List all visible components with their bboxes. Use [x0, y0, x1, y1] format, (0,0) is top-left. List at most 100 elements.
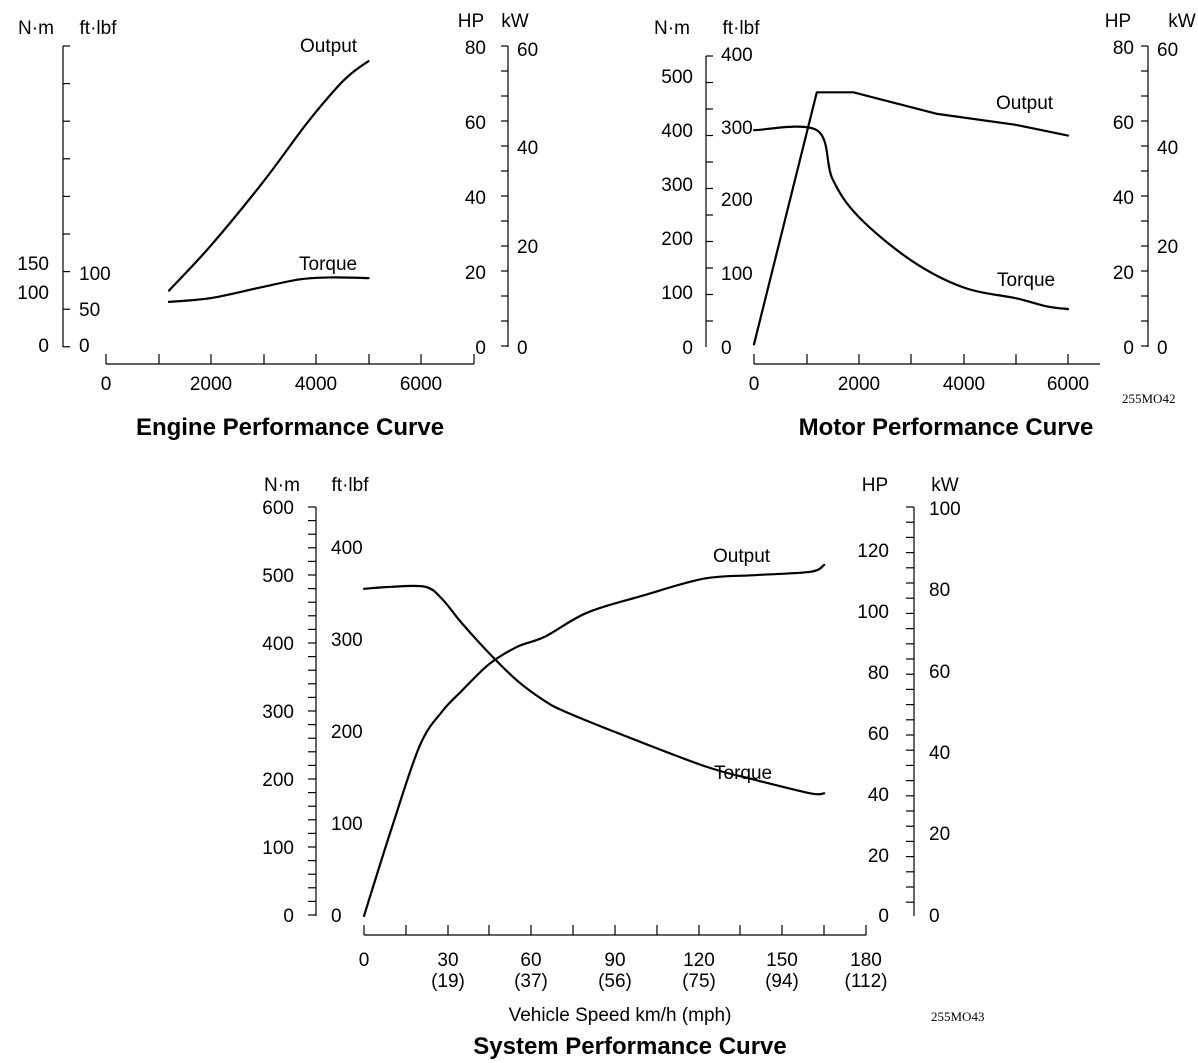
motor-ftlb-tick-200: 200 [721, 190, 753, 211]
motor-chart: N·m ft·lbf HP kW 500 400 300 200 100 0 4… [654, 11, 1196, 441]
system-figure-code: 255MO43 [931, 1009, 984, 1024]
engine-nm-tick-150: 150 [17, 254, 49, 275]
system-left-axis-ticks [308, 506, 316, 916]
engine-torque-curve [167, 276, 370, 303]
motor-nm-tick-300: 300 [661, 175, 693, 196]
motor-x-axis-ticks [753, 354, 1069, 364]
system-x-tick-120: 120 [683, 950, 715, 971]
motor-nm-tick-100: 100 [661, 283, 693, 304]
system-kw-tick-20: 20 [929, 824, 950, 845]
system-kw-axis-label: kW [931, 475, 959, 496]
motor-nm-tick-400: 400 [661, 121, 693, 142]
system-hp-tick-20: 20 [868, 846, 889, 867]
engine-kw-tick-60: 60 [517, 40, 538, 61]
motor-ftlb-axis-label: ft·lbf [723, 18, 761, 39]
motor-ftlb-tick-0: 0 [721, 338, 732, 359]
engine-x-tick-6000: 6000 [400, 374, 442, 395]
engine-nm-tick-0: 0 [38, 336, 49, 357]
engine-left-axis-ticks [63, 45, 70, 348]
system-kw-tick-60: 60 [929, 662, 950, 683]
motor-kw-tick-20: 20 [1157, 237, 1178, 258]
system-x-tick-60: 60 [520, 950, 541, 971]
system-x-tick-90: 90 [604, 950, 625, 971]
system-kw-tick-0: 0 [929, 906, 940, 927]
engine-kw-tick-20: 20 [517, 237, 538, 258]
motor-x-tick-4000: 4000 [943, 374, 985, 395]
system-ftlb-tick-200: 200 [331, 722, 363, 743]
motor-x-tick-0: 0 [749, 374, 760, 395]
system-ftlb-tick-300: 300 [331, 630, 363, 651]
system-x-tick-0: 0 [359, 950, 370, 971]
system-right-axis-ticks [906, 506, 914, 903]
motor-output-curve [752, 91, 1070, 346]
engine-chart: N·m ft·lbf HP kW 150 100 0 100 50 0 80 6… [17, 11, 538, 441]
motor-hp-tick-0: 0 [1123, 338, 1134, 359]
motor-nm-tick-500: 500 [661, 67, 693, 88]
system-nm-tick-400: 400 [262, 634, 294, 655]
system-x-mph-37: (37) [514, 971, 548, 992]
engine-x-tick-2000: 2000 [190, 374, 232, 395]
motor-nm-tick-0: 0 [682, 338, 693, 359]
motor-torque-curve [752, 125, 1070, 311]
system-hp-tick-0: 0 [878, 906, 889, 927]
system-chart: N·m ft·lbf HP kW 600 500 400 300 200 100… [262, 475, 984, 1060]
engine-right-axis-ticks [501, 45, 508, 347]
system-x-mph-19: (19) [431, 971, 465, 992]
system-kw-tick-80: 80 [929, 580, 950, 601]
system-output-curve [362, 563, 826, 918]
engine-ftlb-axis-label: ft·lbf [80, 18, 118, 39]
engine-hp-tick-0: 0 [475, 338, 486, 359]
system-nm-tick-100: 100 [262, 838, 294, 859]
system-nm-tick-500: 500 [262, 566, 294, 587]
engine-x-tick-4000: 4000 [295, 374, 337, 395]
engine-ftlb-tick-100: 100 [79, 264, 111, 285]
engine-output-label: Output [300, 36, 358, 57]
motor-nm-tick-200: 200 [661, 229, 693, 250]
system-x-tick-180: 180 [850, 950, 882, 971]
engine-hp-axis-label: HP [458, 11, 484, 32]
system-nm-tick-0: 0 [283, 906, 294, 927]
engine-hp-tick-80: 80 [465, 38, 486, 59]
system-hp-tick-80: 80 [868, 663, 889, 684]
motor-output-label: Output [996, 93, 1054, 114]
motor-ftlb-tick-300: 300 [721, 118, 753, 139]
engine-kw-tick-40: 40 [517, 138, 538, 159]
engine-x-tick-0: 0 [101, 374, 112, 395]
system-x-tick-150: 150 [766, 950, 798, 971]
system-x-axis-label: Vehicle Speed km/h (mph) [509, 1005, 732, 1026]
motor-ftlb-tick-100: 100 [721, 264, 753, 285]
system-ftlb-tick-400: 400 [331, 538, 363, 559]
system-chart-title: System Performance Curve [473, 1033, 786, 1060]
system-hp-tick-100: 100 [857, 602, 889, 623]
motor-left-axis-ticks [706, 55, 713, 322]
engine-hp-tick-60: 60 [465, 113, 486, 134]
system-x-tick-30: 30 [437, 950, 458, 971]
system-hp-axis-label: HP [862, 475, 888, 496]
system-torque-curve [362, 584, 826, 796]
motor-hp-axis-label: HP [1105, 11, 1131, 32]
motor-x-tick-6000: 6000 [1047, 374, 1089, 395]
system-hp-tick-120: 120 [857, 541, 889, 562]
motor-nm-axis-label: N·m [654, 18, 690, 39]
system-ftlb-tick-100: 100 [331, 814, 363, 835]
motor-kw-tick-0: 0 [1157, 338, 1168, 359]
system-nm-tick-300: 300 [262, 702, 294, 723]
system-hp-tick-60: 60 [868, 724, 889, 745]
motor-hp-tick-80: 80 [1113, 38, 1134, 59]
motor-hp-tick-60: 60 [1113, 113, 1134, 134]
engine-chart-title: Engine Performance Curve [136, 414, 444, 441]
system-x-mph-112: (112) [845, 971, 888, 992]
system-x-mph-75: (75) [682, 971, 716, 992]
system-x-mph-56: (56) [598, 971, 632, 992]
motor-kw-tick-60: 60 [1157, 40, 1178, 61]
motor-kw-tick-40: 40 [1157, 138, 1178, 159]
system-x-axis-ticks [363, 925, 867, 935]
engine-x-axis-ticks [105, 354, 475, 364]
engine-nm-tick-100: 100 [17, 283, 49, 304]
motor-hp-tick-40: 40 [1113, 188, 1134, 209]
engine-nm-axis-label: N·m [18, 18, 54, 39]
motor-kw-axis-label: kW [1168, 11, 1196, 32]
motor-chart-title: Motor Performance Curve [799, 414, 1094, 441]
motor-x-tick-2000: 2000 [838, 374, 880, 395]
